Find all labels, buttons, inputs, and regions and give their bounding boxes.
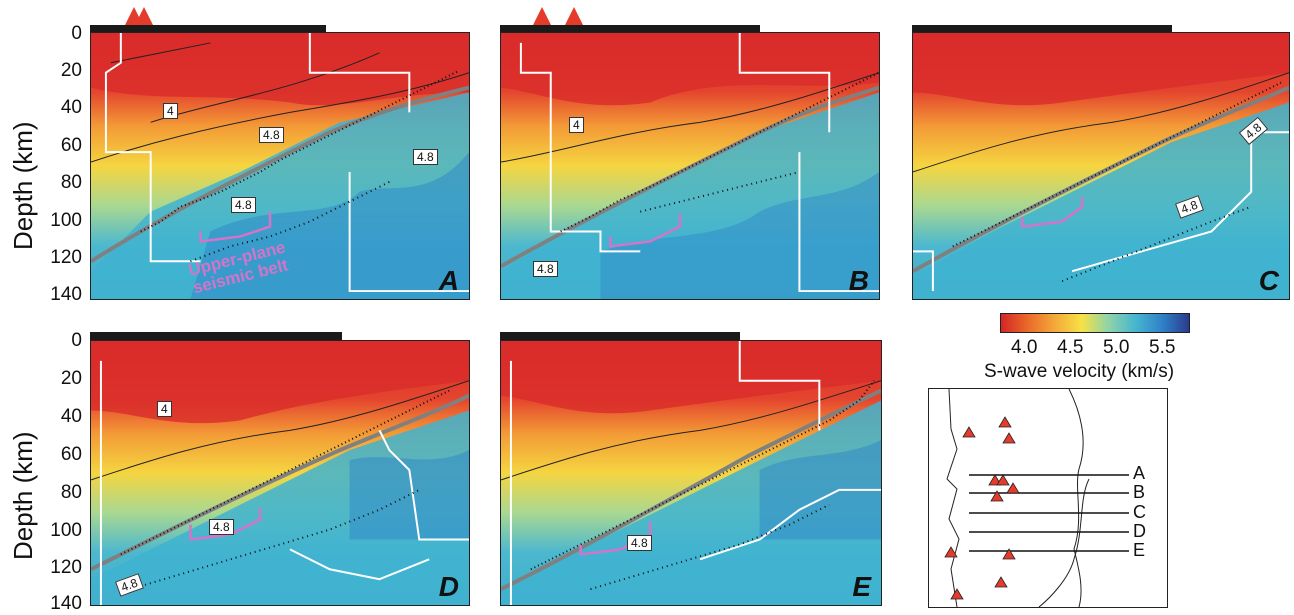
surface-bar [500,332,740,340]
y-tick: 80 [60,172,82,193]
volcano-icon [565,7,583,25]
profile-label: D [1133,521,1146,541]
profile-label: A [1133,463,1146,483]
velocity-field [913,33,1289,299]
surface-bar [500,25,760,33]
y-axis-label-top: Depth (km) [8,121,38,250]
velocity-cross-section: 4 4.8 B [500,32,880,300]
contour-label: 4.8 [533,261,558,277]
colorbar-tick: 4.5 [1057,337,1084,358]
velocity-cross-section: 4.8 E [500,340,882,606]
y-tick: 100 [50,210,82,231]
colorbar-title: S-wave velocity (km/s) [984,361,1175,382]
velocity-field [501,341,881,605]
panel-letter: E [852,571,871,602]
panel-letter: C [1258,265,1279,296]
colorbar-tick: 5.0 [1103,337,1130,358]
colorbar-tick: 5.5 [1149,337,1176,358]
y-tick: 80 [60,482,82,503]
y-tick: 0 [71,23,82,44]
contour-label: 4.8 [627,535,652,551]
panel-letter: B [848,265,869,296]
velocity-cross-section: 4.8 4.8 C [912,32,1290,300]
y-tick: 0 [71,330,82,351]
panel-letter: D [438,571,459,602]
y-tick: 20 [60,60,82,81]
contour-label: 4.8 [231,197,256,213]
y-tick: 120 [50,557,82,578]
y-tick: 60 [60,135,82,156]
contour-label: 4 [569,117,584,133]
velocity-colorbar [1000,313,1190,333]
colorbar-tick: 4.0 [1011,337,1038,358]
surface-bar [90,25,326,33]
velocity-field [91,33,469,299]
y-tick: 60 [60,444,82,465]
y-tick: 40 [60,406,82,427]
contour-label: 4 [163,103,178,119]
y-tick: 140 [50,284,82,305]
y-axis-label-bottom: Depth (km) [8,431,38,560]
velocity-field [91,341,469,605]
profile-label: C [1133,502,1146,522]
velocity-cross-section: 4 4.8 4.8 4.8 Upper-plane seismic belt A [90,32,470,300]
y-tick: 140 [50,593,82,614]
volcano-icon [135,7,153,25]
y-tick: 100 [50,520,82,541]
surface-bar [90,332,342,340]
surface-bar [912,25,1172,33]
contour-label: 4.8 [259,127,284,143]
y-tick: 20 [60,368,82,389]
volcano-icon [533,7,551,25]
panel-letter: A [438,265,459,296]
velocity-field [501,33,879,299]
contour-label: 4 [157,401,172,417]
coastline-map [944,389,1129,607]
index-map: A B C D E [928,388,1168,608]
velocity-cross-section: 4 4.8 4.8 D [90,340,470,606]
contour-label: 4.8 [209,519,234,535]
contour-label: 4.8 [413,149,438,165]
profile-label: E [1133,540,1146,560]
y-tick: 40 [60,97,82,118]
profile-label: B [1133,482,1146,502]
y-tick: 120 [50,247,82,268]
